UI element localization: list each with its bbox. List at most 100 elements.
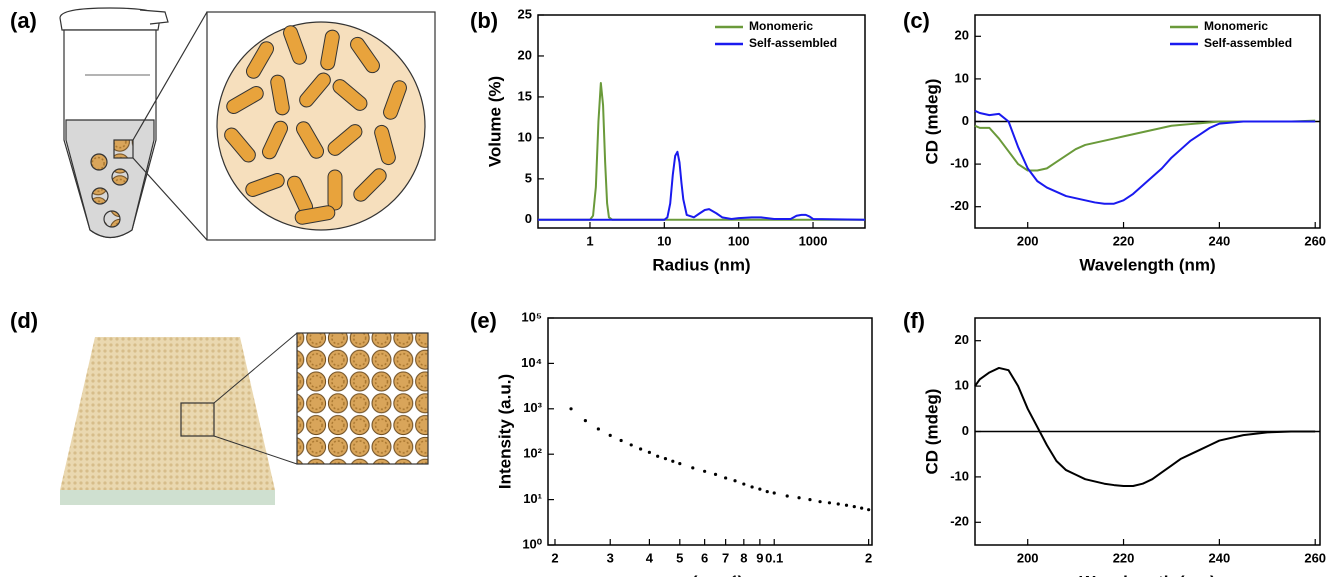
y-tick-label: -10 — [950, 156, 969, 171]
data-point — [703, 469, 707, 473]
data-point — [765, 490, 769, 494]
y-tick-label: 20 — [518, 47, 532, 62]
legend-label: Monomeric — [749, 19, 813, 33]
data-point — [629, 443, 633, 447]
plot-frame — [537, 14, 866, 229]
data-point — [608, 433, 612, 437]
y-tick-label: 0 — [525, 211, 532, 226]
y-tick-label: 10² — [523, 446, 542, 461]
y-tick-label: 25 — [518, 6, 532, 21]
data-point — [852, 505, 856, 509]
x-tick-label: 5 — [676, 550, 683, 565]
y-axis-label: Intensity (a.u.) — [495, 374, 514, 489]
panel-label: (d) — [10, 308, 38, 333]
y-tick-label: 10¹ — [523, 491, 542, 506]
x-tick-label: 200 — [1017, 233, 1039, 248]
data-point — [733, 479, 737, 483]
data-point — [663, 456, 668, 461]
data-point — [860, 506, 864, 510]
panel-label: (e) — [470, 308, 497, 333]
panel-label: (c) — [903, 8, 930, 33]
x-axis-label: Wavelength (nm) — [1079, 572, 1215, 577]
y-tick-label: 10⁰ — [522, 536, 542, 551]
x-tick-label: 200 — [1017, 550, 1039, 565]
data-point — [619, 438, 623, 443]
y-tick-label: 10 — [955, 70, 969, 85]
x-tick-label: 240 — [1209, 233, 1231, 248]
x-tick-label: 220 — [1113, 550, 1135, 565]
x-tick-label: 260 — [1304, 550, 1326, 565]
y-tick-label: 0 — [962, 113, 969, 128]
data-point — [808, 498, 812, 502]
x-tick-label: 9 — [756, 550, 763, 565]
data-point — [583, 418, 587, 423]
y-tick-label: 5 — [525, 170, 532, 185]
y-axis-label: Volume (%) — [485, 76, 504, 167]
data-point — [724, 476, 728, 480]
x-tick-label: 10 — [657, 233, 671, 248]
data-point — [785, 494, 789, 498]
series-line — [974, 366, 1316, 487]
y-axis-label: CD (mdeg) — [922, 389, 941, 475]
x-tick-label: 260 — [1304, 233, 1326, 248]
y-tick-label: 20 — [955, 28, 969, 43]
x-axis-label: Radius (nm) — [652, 255, 750, 274]
y-tick-label: 0 — [962, 423, 969, 438]
data-point — [844, 503, 849, 507]
y-tick-label: 20 — [955, 332, 969, 347]
data-point — [818, 500, 822, 504]
data-point — [678, 462, 682, 466]
y-tick-label: 10³ — [523, 400, 542, 415]
data-point — [691, 466, 695, 470]
series-line — [974, 109, 1316, 205]
data-point — [836, 502, 840, 506]
data-point — [713, 472, 718, 476]
legend-label: Self-assembled — [1204, 36, 1292, 50]
data-point — [742, 482, 746, 486]
data-point — [867, 508, 871, 512]
data-point — [750, 485, 754, 489]
x-tick-label: 7 — [722, 550, 729, 565]
y-tick-label: 15 — [518, 88, 532, 103]
y-tick-label: 10 — [518, 129, 532, 144]
y-tick-label: -20 — [950, 514, 969, 529]
data-point — [827, 501, 832, 505]
film-illustration — [60, 332, 429, 505]
legend-label: Self-assembled — [749, 36, 837, 50]
panel-label: (f) — [903, 308, 925, 333]
x-tick-label: 8 — [740, 550, 747, 565]
x-tick-label: 1000 — [799, 233, 828, 248]
data-point — [797, 496, 801, 500]
x-tick-label: 2 — [551, 550, 558, 565]
legend-label: Monomeric — [1204, 19, 1268, 33]
y-tick-label: 10⁵ — [521, 309, 542, 324]
series-line — [538, 82, 865, 221]
y-axis-label: CD (mdeg) — [922, 79, 941, 165]
y-tick-label: 10⁴ — [521, 355, 542, 370]
series-line — [974, 119, 1316, 172]
data-point — [639, 447, 643, 451]
x-tick-label: 6 — [701, 550, 708, 565]
y-tick-label: -20 — [950, 198, 969, 213]
x-tick-label: 2 — [865, 550, 872, 565]
data-point — [758, 487, 762, 491]
panel-label: (a) — [10, 8, 37, 33]
x-axis-label: q (nm⁻¹) — [677, 572, 744, 577]
y-tick-label: -10 — [950, 468, 969, 483]
series-line — [538, 150, 866, 221]
tube-illustration — [59, 7, 436, 241]
x-axis-label: Wavelength (nm) — [1079, 255, 1215, 274]
data-point — [671, 459, 675, 463]
x-tick-label: 4 — [646, 550, 654, 565]
plot-frame — [547, 317, 873, 546]
panel-label: (b) — [470, 8, 498, 33]
x-tick-label: 1 — [586, 233, 593, 248]
x-tick-label: 0.1 — [765, 550, 783, 565]
x-tick-label: 220 — [1113, 233, 1135, 248]
data-point — [596, 427, 600, 431]
y-tick-label: 10 — [955, 378, 969, 393]
data-point — [569, 407, 573, 411]
data-point — [772, 491, 776, 495]
